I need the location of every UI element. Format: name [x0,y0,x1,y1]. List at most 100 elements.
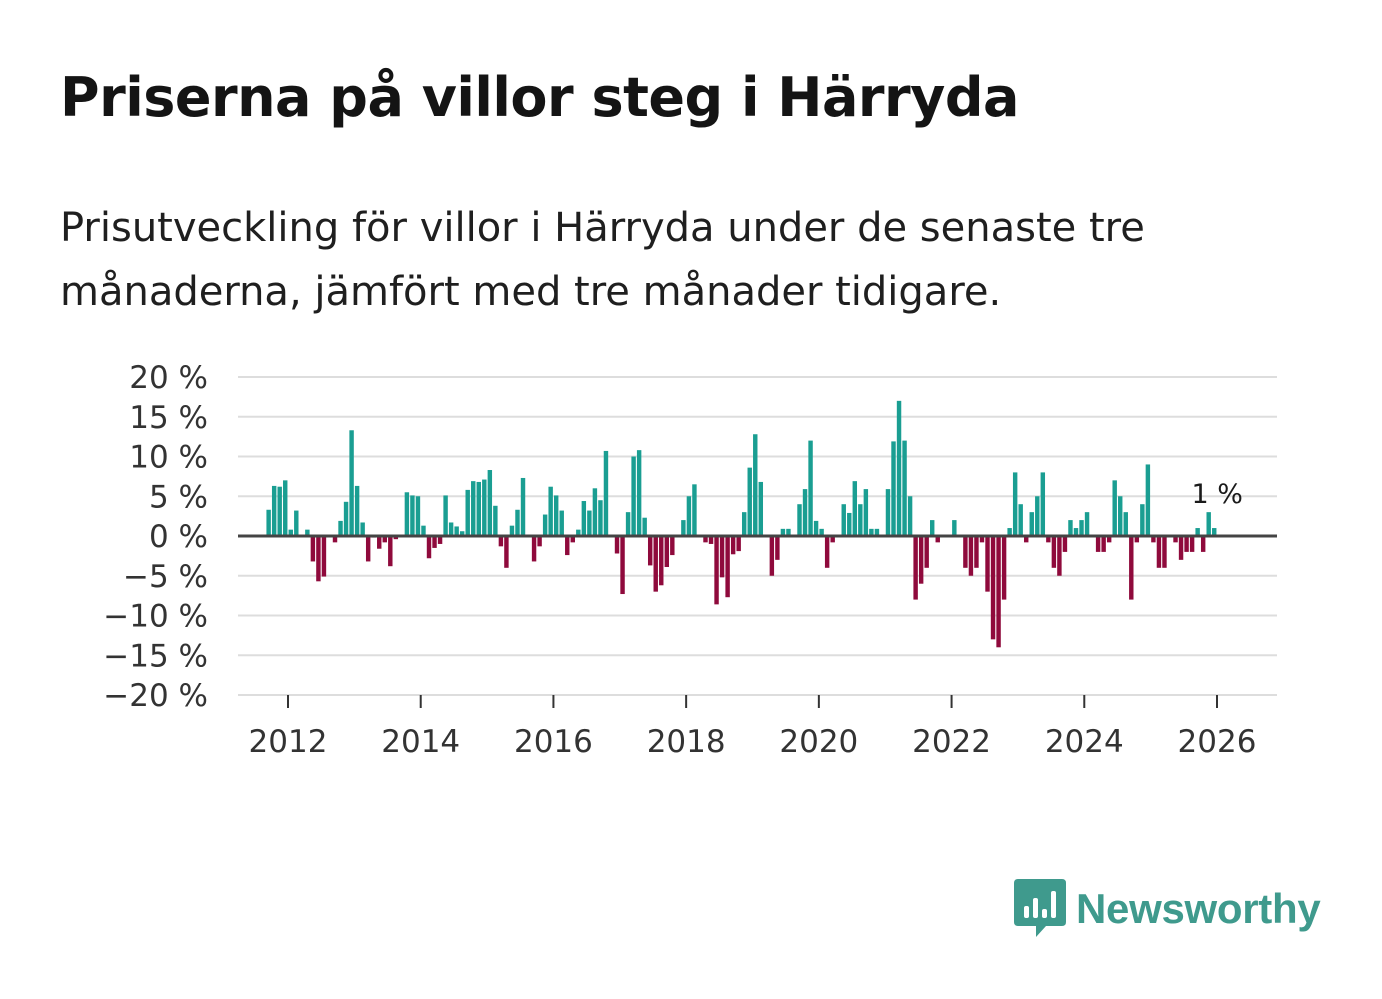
bar [482,479,487,536]
bar [1106,536,1112,543]
bar [664,536,670,568]
bar [421,525,426,536]
brand-name: Newsworthy [1076,885,1321,932]
bar [1101,536,1106,552]
bar [736,536,741,552]
bar [542,514,548,536]
bar [797,504,802,536]
x-tick-label: 2014 [381,724,460,760]
bar [1112,480,1117,536]
bar [1195,528,1200,536]
bar [847,512,852,536]
bar [570,536,575,543]
bar [393,536,399,540]
bar [1212,528,1217,536]
bar [598,500,603,536]
bar [670,536,675,556]
bar [863,489,869,536]
bar [321,536,327,577]
bar [277,486,282,536]
bar [471,481,476,536]
bar [548,486,553,536]
bar [1189,536,1195,552]
bar [1178,536,1184,560]
bar [620,536,625,595]
x-tick-label: 2016 [514,724,593,760]
bar [786,528,791,536]
bar [730,536,736,555]
bar [1018,504,1023,536]
bar [874,528,880,536]
y-tick-label: 5 % [149,479,208,515]
bar [902,440,907,536]
bar [1062,536,1068,552]
bar [294,510,299,536]
bar [1173,536,1178,543]
bar [332,536,338,543]
x-tick-label: 2020 [779,724,858,760]
bar [1046,536,1051,543]
bar [271,485,277,536]
bar [769,536,775,576]
bar [377,536,382,549]
x-axis: 2012 2014 2016 2018 2020 2022 2024 2026 [249,695,1257,760]
bar [310,536,316,562]
bar [907,496,913,536]
gridlines [238,376,1277,696]
bar [360,522,365,536]
bar [537,536,542,547]
chart-title: Priserna på villor steg i Härryda [60,66,1019,129]
bar [830,536,835,543]
newsworthy-brand[interactable]: Newsworthy [1010,876,1321,942]
bar [531,536,537,562]
bars [266,400,1217,648]
bar [432,536,437,548]
y-tick-label: 0 % [149,519,208,555]
bar [349,430,354,536]
bar [653,536,658,592]
bar [963,536,968,568]
bar [305,529,310,536]
bar [703,536,708,543]
x-tick-label: 2026 [1178,724,1257,760]
bar [448,522,454,536]
bar [758,481,764,536]
bar [1051,536,1057,568]
y-tick-label: −15 % [103,638,208,674]
bar [487,470,493,536]
bar [1068,520,1073,536]
bar [1118,496,1123,536]
bar [885,489,891,536]
x-tick-label: 2012 [249,724,328,760]
bar [985,536,990,592]
x-tick-label: 2018 [647,724,726,760]
bar [493,505,498,536]
bar [1001,536,1007,600]
bar [1029,512,1034,536]
bar [614,536,620,554]
bar [741,512,747,536]
y-tick-label: −10 % [103,599,208,635]
chart-subtitle: Prisutveckling för villor i Härryda unde… [60,205,1145,315]
bar [1156,536,1162,568]
y-tick-label: −20 % [103,678,208,714]
bar [454,526,459,536]
bar [316,536,321,582]
bar [913,536,918,600]
bar [388,536,393,567]
bar [520,477,526,536]
y-tick-label: 20 % [129,360,208,396]
bar [659,536,664,586]
bar [1024,536,1029,543]
bar [636,450,642,536]
bar [968,536,974,576]
bar [1095,536,1101,552]
bar [841,504,846,536]
bar [869,528,874,536]
newsworthy-logo-icon [1014,879,1066,937]
bar [631,456,636,536]
bar [780,528,786,536]
bar [891,441,896,536]
bar [365,536,371,562]
bar [824,536,830,568]
